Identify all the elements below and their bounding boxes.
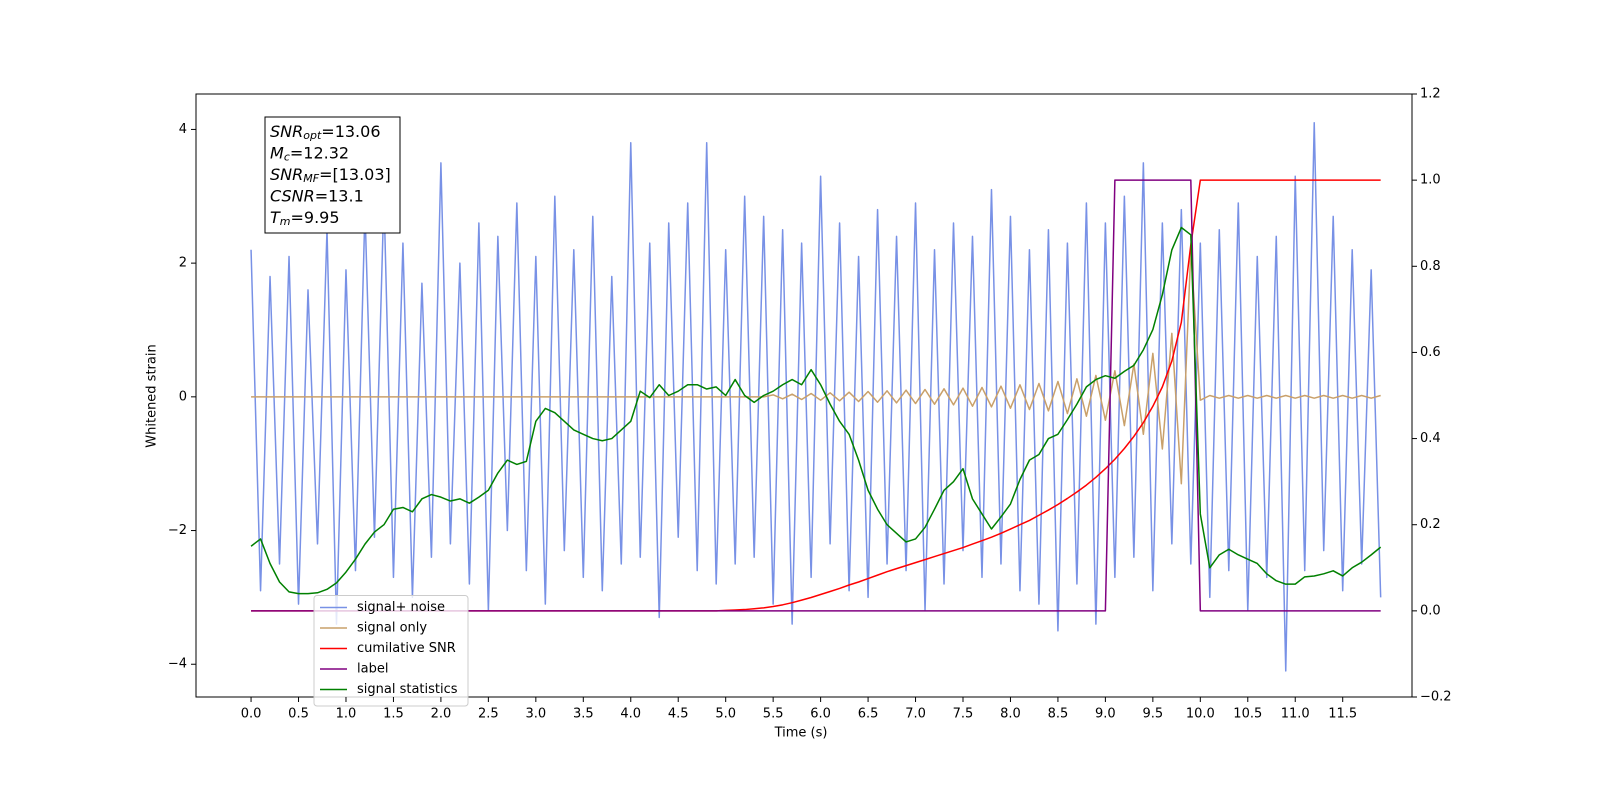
x-tick-label: 0.0 [241, 707, 262, 722]
annotation-box: SNRopt=13.06Mc=12.32SNRMF=[13.03]CSNR=13… [264, 116, 401, 234]
legend-frame [313, 595, 469, 707]
legend-label: signal statistics [357, 682, 458, 697]
annotation-line: CSNR=13.1 [270, 186, 364, 205]
y2-tick-label: 0.2 [1420, 517, 1441, 532]
x-tick-label: 4.5 [668, 707, 689, 722]
annotation-text: =12.32 [290, 143, 349, 162]
annotation-text: =13.1 [315, 186, 364, 205]
annotation-frame [264, 116, 401, 234]
x-tick-label: 8.0 [1000, 707, 1021, 722]
y2-tick-label: −0.2 [1420, 690, 1452, 705]
y-tick-label: −4 [168, 657, 187, 672]
x-tick-label: 3.5 [573, 707, 594, 722]
annotation-subscript: opt [303, 129, 322, 142]
x-tick-label: 7.0 [905, 707, 926, 722]
annotation-subscript: m [280, 215, 291, 228]
y2-tick-label: 0.0 [1420, 603, 1441, 618]
series-line [250, 226, 1382, 595]
y-tick-label: 0 [179, 389, 187, 404]
legend-label: cumilative SNR [357, 641, 456, 656]
y2-tick-label: 0.4 [1420, 431, 1441, 446]
x-tick-label: 2.5 [478, 707, 499, 722]
x-tick-label: 7.5 [953, 707, 974, 722]
x-tick-label: 10.5 [1233, 707, 1262, 722]
x-tick-label: 5.5 [763, 707, 784, 722]
x-axis-label: Time (s) [774, 726, 828, 741]
x-tick-label: 10.0 [1186, 707, 1215, 722]
annotation-line: SNRMF=[13.03] [270, 165, 391, 186]
x-tick-label: 2.0 [431, 707, 452, 722]
legend-label: label [357, 662, 388, 677]
annotation-symbol: M [270, 143, 284, 162]
legend-label: signal+ noise [357, 600, 445, 615]
x-tick-label: 9.5 [1143, 707, 1164, 722]
annotation-symbol: T [270, 208, 281, 227]
y-tick-label: 2 [179, 256, 187, 271]
plot-area [250, 122, 1382, 672]
annotation-symbol: CSNR [270, 186, 315, 205]
x-tick-label: 6.5 [858, 707, 879, 722]
annotation-text: =[13.03] [319, 165, 391, 184]
x-tick-label: 0.5 [288, 707, 309, 722]
y2-tick-label: 0.8 [1420, 259, 1441, 274]
annotation-line: Tm=9.95 [270, 208, 340, 229]
x-tick-label: 5.0 [715, 707, 736, 722]
plot-frame [195, 93, 1413, 698]
legend: signal+ noise signal only cumilative SNR la… [313, 595, 469, 707]
annotation-text: =9.95 [291, 208, 340, 227]
y-axis-label: Whitened strain [145, 344, 160, 447]
x-tick-label: 8.5 [1048, 707, 1069, 722]
x-tick-label: 3.0 [525, 707, 546, 722]
y-tick-label: −2 [168, 523, 187, 538]
x-tick-label: 9.0 [1095, 707, 1116, 722]
annotation-subscript: MF [303, 172, 319, 185]
y2-tick-label: 1.0 [1420, 173, 1441, 188]
annotation-symbol: SNR [270, 122, 303, 141]
annotation-text: =13.06 [321, 122, 380, 141]
annotation-symbol: SNR [270, 165, 303, 184]
x-tick-label: 11.0 [1281, 707, 1310, 722]
annotation-line: SNRopt=13.06 [270, 122, 381, 143]
annotation-subscript: c [284, 151, 290, 164]
y2-tick-label: 1.2 [1420, 87, 1441, 102]
x-tick-label: 6.0 [810, 707, 831, 722]
x-tick-label: 11.5 [1328, 707, 1357, 722]
legend-label: signal only [357, 621, 427, 636]
x-tick-label: 1.5 [383, 707, 404, 722]
y2-tick-label: 0.6 [1420, 345, 1441, 360]
x-tick-label: 4.0 [620, 707, 641, 722]
x-tick-label: 1.0 [336, 707, 357, 722]
annotation-line: Mc=12.32 [270, 143, 349, 164]
y-tick-label: 4 [179, 122, 187, 137]
